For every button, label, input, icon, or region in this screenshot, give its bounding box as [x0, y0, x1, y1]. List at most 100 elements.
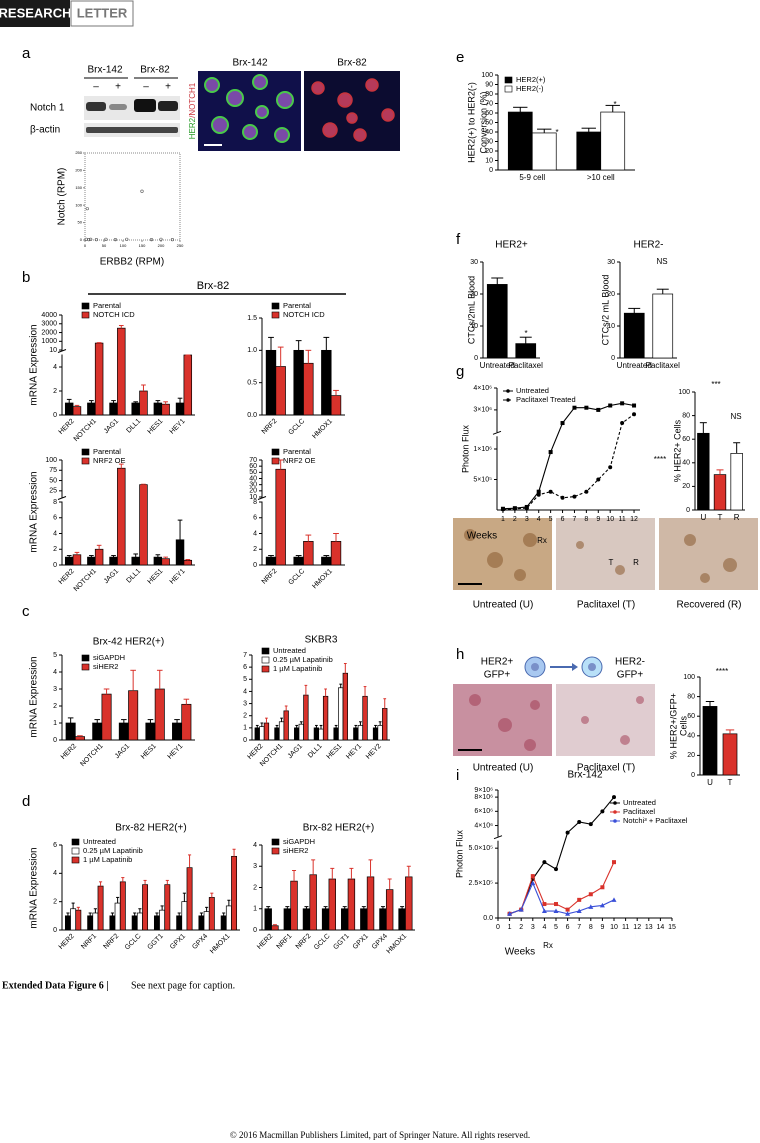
bar: [118, 722, 129, 741]
footer: © 2016 Macmillan Publishers Limited, par…: [230, 1130, 530, 1140]
bar: [330, 395, 342, 416]
axis-break: [58, 350, 66, 355]
x-tick-label: NOTCH1: [73, 568, 98, 593]
y-tick-label: 1.0: [247, 347, 257, 354]
legend-label: 1 µM Lapatinib: [273, 664, 322, 673]
x-tick-label: 10: [606, 516, 614, 523]
y-tick-label: 80: [485, 91, 493, 98]
bar: [186, 867, 193, 931]
legend-marker: [613, 810, 617, 814]
x-tick-label: 250: [177, 243, 184, 248]
marker: [565, 911, 571, 916]
x-tick-label: Paclitaxel: [509, 361, 543, 370]
legend-label: NOTCH ICD: [93, 310, 135, 319]
bar: [278, 721, 285, 741]
x-tick-label: NRF2: [261, 418, 279, 436]
x-tick-label: 7: [577, 924, 581, 931]
bar: [70, 908, 77, 931]
diagram-label: GFP+: [617, 670, 644, 681]
x-tick-label: >10 cell: [587, 173, 615, 182]
marker: [611, 897, 617, 902]
bar: [203, 911, 210, 931]
bar: [274, 727, 280, 741]
x-tick-label: NRF1: [80, 933, 98, 951]
x-tick-label: 8: [589, 924, 593, 931]
x-tick-label: 10: [610, 924, 618, 931]
bar: [161, 403, 170, 416]
y-tick-label: 20: [485, 148, 493, 155]
annotation: *: [613, 100, 616, 109]
bar: [362, 695, 368, 741]
marker: [548, 450, 553, 455]
x-tick-label: 2: [513, 516, 517, 523]
x-tick-label: U: [700, 513, 706, 522]
bar: [275, 468, 286, 566]
y-tick-label: 3: [53, 686, 57, 693]
bar: [64, 556, 74, 566]
y-tick-label: 4: [53, 870, 57, 877]
x-tick-label: GPX1: [352, 933, 370, 951]
legend-swatch: [81, 654, 90, 662]
legend-marker: [506, 389, 510, 393]
bar: [175, 402, 185, 416]
bar: [702, 706, 718, 776]
legend-marker: [613, 819, 617, 823]
bar: [181, 703, 192, 741]
y-tick-label: 0: [611, 355, 615, 362]
bar: [309, 874, 317, 931]
y-tick-label: 250: [75, 150, 82, 155]
stain: HER2: [188, 117, 197, 139]
y-tick-label: 0: [243, 737, 247, 744]
x-tick-label: GGT1: [332, 933, 351, 952]
y-tick-label: 2000: [41, 329, 57, 336]
x-axis-label: Weeks: [505, 947, 535, 958]
bar: [72, 554, 82, 566]
legend-label: Parental: [93, 447, 121, 456]
y-tick-label: 20: [687, 752, 695, 759]
chart-title: SKBR3: [305, 635, 338, 646]
x-tick-label: HER2: [58, 418, 76, 436]
y-tick-label: 40: [682, 460, 690, 467]
y-tick-label: 3000: [41, 321, 57, 328]
bar: [357, 725, 364, 741]
point: [149, 238, 154, 242]
point: [85, 207, 89, 211]
legend-swatch: [81, 663, 90, 671]
bar: [379, 908, 387, 931]
x-tick-label: 150: [139, 243, 146, 248]
bar: [139, 390, 148, 416]
image-label: Untreated (U): [473, 763, 534, 774]
x-tick-label: 9: [600, 924, 604, 931]
legend-swatch: [271, 448, 280, 456]
y-tick-label: 200: [75, 167, 82, 172]
x-tick-label: GPX1: [169, 933, 187, 951]
marker: [612, 795, 616, 800]
bar: [145, 722, 156, 741]
legend-label: Parental: [283, 447, 311, 456]
legend-swatch: [504, 85, 513, 93]
point: [94, 238, 98, 242]
y-tick-label: 8: [53, 499, 57, 506]
y-tick-label: 6: [53, 515, 57, 522]
x-tick-label: U: [707, 778, 713, 787]
bar: [154, 688, 165, 741]
arrow-head: [572, 663, 578, 671]
legend-label: Paclitaxel Treated: [516, 395, 576, 404]
y-tick-label: 75: [49, 467, 57, 474]
y-axis-label: Photon Flux: [454, 829, 464, 878]
y-tick-label: 150: [75, 185, 82, 190]
legend-swatch: [271, 847, 280, 855]
y-tick-label: 30: [470, 259, 478, 266]
marker: [572, 405, 577, 410]
series-line: [509, 881, 615, 915]
y-axis-label: Photon Flux: [460, 424, 470, 473]
x-tick-label: 12: [633, 924, 641, 931]
bar: [259, 726, 265, 741]
x-tick-label: 13: [645, 924, 653, 931]
series-line: [502, 413, 635, 510]
image-label: Brx-82: [337, 58, 367, 69]
y-tick-label: 7: [243, 652, 247, 659]
x-tick-label: HES1: [140, 743, 158, 761]
x-tick-label: 14: [657, 924, 665, 931]
chart-title: HER2-: [633, 240, 663, 251]
